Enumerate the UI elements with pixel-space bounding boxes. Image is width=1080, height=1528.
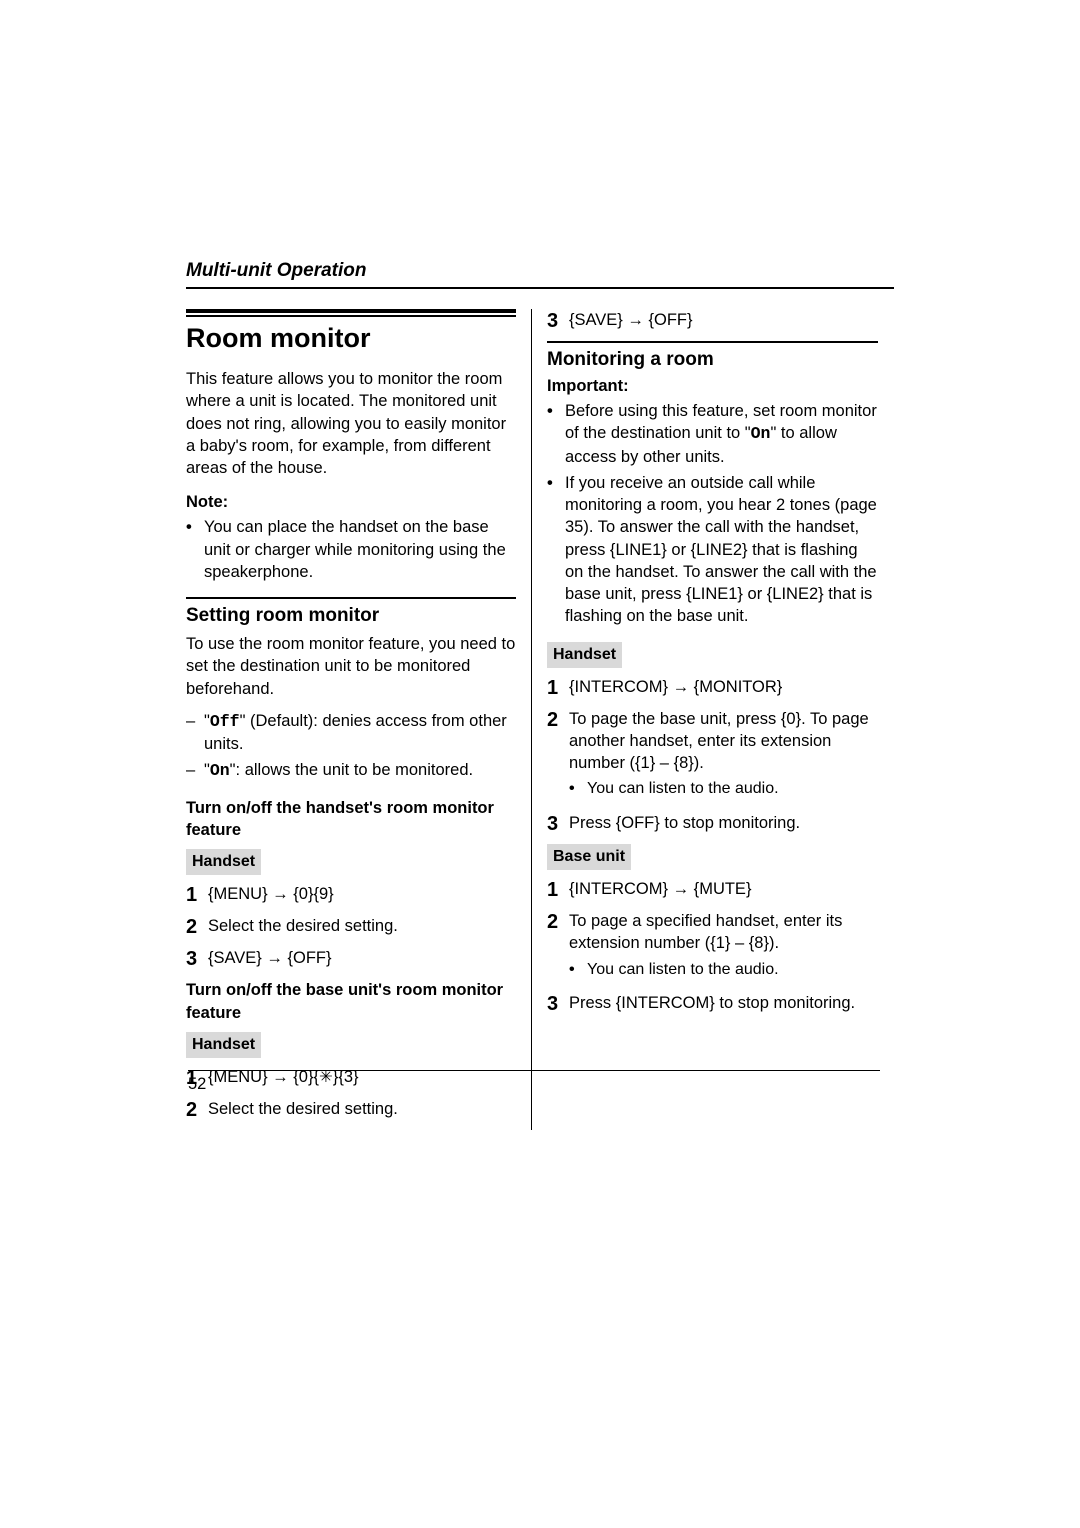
device-label-handset: Handset: [186, 1032, 261, 1058]
step-number: 2: [547, 708, 569, 732]
step-number: 3: [547, 992, 569, 1016]
step-subitem: You can listen to the audio.: [569, 959, 878, 981]
step-text: Press {INTERCOM} to stop monitoring.: [569, 992, 878, 1014]
option-on: "On": allows the unit to be monitored.: [186, 759, 516, 782]
subheading-setting: Setting room monitor: [186, 605, 516, 627]
step-row: 1 {INTERCOM} → {MONITOR}: [547, 676, 878, 700]
procedure-title-handset: Turn on/off the handset's room monitor f…: [186, 797, 516, 842]
note-label: Note:: [186, 493, 516, 512]
divider: [547, 341, 878, 343]
two-column-layout: Room monitor This feature allows you to …: [186, 309, 894, 1130]
step-row: 2 To page the base unit, press {0}. To p…: [547, 708, 878, 804]
step-row: 2 Select the desired setting.: [186, 1098, 516, 1122]
intro-paragraph: This feature allows you to monitor the r…: [186, 368, 516, 479]
subheading-text: To use the room monitor feature, you nee…: [186, 633, 516, 700]
step-number: 1: [547, 878, 569, 902]
divider: [186, 597, 516, 599]
step-row: 3 Press {INTERCOM} to stop monitoring.: [547, 992, 878, 1016]
step-text: To page a specified handset, enter its e…: [569, 910, 878, 984]
step-subitem: You can listen to the audio.: [569, 778, 878, 800]
step-row: 3 Press {OFF} to stop monitoring.: [547, 812, 878, 836]
procedure-title-baseunit: Turn on/off the base unit's room monitor…: [186, 979, 516, 1024]
device-label-baseunit: Base unit: [547, 844, 631, 870]
step-sublist: You can listen to the audio.: [569, 778, 878, 800]
left-column: Room monitor This feature allows you to …: [186, 309, 532, 1130]
step-text: {INTERCOM} → {MUTE}: [569, 878, 878, 900]
device-label-handset: Handset: [186, 849, 261, 875]
option-list: "Off" (Default): denies access from othe…: [186, 710, 516, 783]
step-number: 3: [547, 812, 569, 836]
step-number: 3: [547, 309, 569, 333]
note-list: You can place the handset on the base un…: [186, 516, 516, 583]
option-off: "Off" (Default): denies access from othe…: [186, 710, 516, 756]
step-row: 2 To page a specified handset, enter its…: [547, 910, 878, 984]
note-item: You can place the handset on the base un…: [186, 516, 516, 583]
heading-rule: [186, 309, 516, 317]
important-item: Before using this feature, set room moni…: [547, 400, 878, 468]
step-number: 1: [547, 676, 569, 700]
device-label-handset: Handset: [547, 642, 622, 668]
step-text: Press {OFF} to stop monitoring.: [569, 812, 878, 834]
step-text: Select the desired setting.: [208, 1098, 516, 1120]
important-item: If you receive an outside call while mon…: [547, 472, 878, 628]
section-header: Multi-unit Operation: [186, 260, 894, 289]
important-list: Before using this feature, set room moni…: [547, 400, 878, 628]
important-label: Important:: [547, 377, 878, 396]
step-row: 3 {SAVE} → {OFF}: [547, 309, 878, 333]
subheading-monitoring: Monitoring a room: [547, 349, 878, 371]
step-number: 3: [186, 947, 208, 971]
step-row: 3 {SAVE} → {OFF}: [186, 947, 516, 971]
step-text: To page the base unit, press {0}. To pag…: [569, 708, 878, 804]
step-row: 2 Select the desired setting.: [186, 915, 516, 939]
step-row: 1 {MENU} → {0}{9}: [186, 883, 516, 907]
step-number: 2: [186, 1098, 208, 1122]
page-number: 52: [188, 1070, 880, 1094]
step-row: 1 {INTERCOM} → {MUTE}: [547, 878, 878, 902]
step-text: {SAVE} → {OFF}: [569, 309, 878, 331]
step-number: 2: [547, 910, 569, 934]
step-number: 2: [186, 915, 208, 939]
step-text: {INTERCOM} → {MONITOR}: [569, 676, 878, 698]
right-column: 3 {SAVE} → {OFF} Monitoring a room Impor…: [532, 309, 878, 1130]
step-text: Select the desired setting.: [208, 915, 516, 937]
page-title: Room monitor: [186, 323, 516, 354]
step-text: {MENU} → {0}{9}: [208, 883, 516, 905]
step-number: 1: [186, 883, 208, 907]
step-text: {SAVE} → {OFF}: [208, 947, 516, 969]
step-sublist: You can listen to the audio.: [569, 959, 878, 981]
